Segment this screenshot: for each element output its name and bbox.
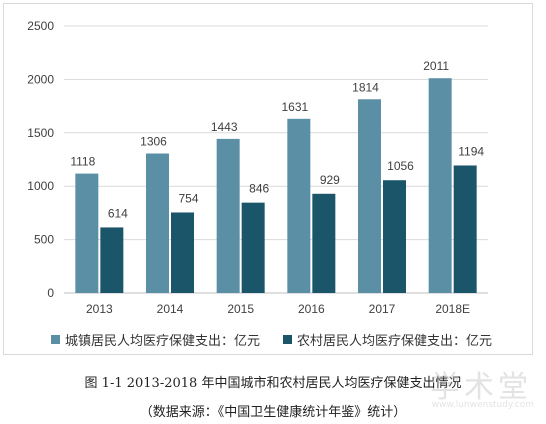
legend-label-urban: 城镇居民人均医疗保健支出：亿元 bbox=[65, 334, 261, 349]
bar-rural-2016 bbox=[312, 193, 336, 293]
data-label-urban-2013: 1118 bbox=[70, 155, 95, 169]
data-label-rural-2017: 1056 bbox=[387, 159, 414, 173]
bar-urban-2014 bbox=[146, 153, 169, 293]
bar-urban-2016 bbox=[287, 118, 311, 293]
y-tick-label-500: 500 bbox=[34, 233, 54, 247]
data-label-urban-2014: 1306 bbox=[140, 135, 167, 149]
legend-swatch-urban bbox=[51, 335, 60, 344]
x-tick-label-2015: 2015 bbox=[227, 302, 254, 316]
bar-rural-2017 bbox=[383, 180, 406, 293]
y-tick-label-1000: 1000 bbox=[27, 179, 54, 193]
x-tick-label-2016: 2016 bbox=[298, 302, 325, 316]
bar-rural-2018E bbox=[453, 165, 477, 293]
x-tick-label-2017: 2017 bbox=[369, 302, 396, 316]
y-tick-label-2500: 2500 bbox=[27, 19, 54, 33]
data-label-rural-2016: 929 bbox=[320, 173, 340, 187]
bar-urban-2015 bbox=[216, 138, 240, 293]
x-tick-label-2013: 2013 bbox=[86, 302, 113, 316]
data-label-urban-2015: 1443 bbox=[211, 120, 238, 134]
chart-frame: 0 500 1000 1500 2000 2500 1118 614 2013 1306 754 20… bbox=[3, 3, 533, 355]
bar-chart: 0 500 1000 1500 2000 2500 1118 614 2013 1306 754 20… bbox=[27, 19, 488, 316]
data-label-urban-2016: 1631 bbox=[281, 100, 308, 114]
data-label-urban-2018E: 2011 bbox=[423, 59, 449, 73]
data-label-rural-2013: 614 bbox=[108, 206, 128, 220]
y-tick-label-2000: 2000 bbox=[27, 72, 54, 86]
data-label-rural-2018E: 1194 bbox=[458, 144, 484, 158]
figure-caption: 图 1-1 2013-2018 年中国城市和农村居民人均医疗保健支出情况 bbox=[84, 376, 462, 391]
legend-item-urban: 城镇居民人均医疗保健支出：亿元 bbox=[51, 330, 260, 349]
bar-rural-2014 bbox=[171, 212, 194, 293]
legend-label-rural: 农村居民人均医疗保健支出：亿元 bbox=[297, 334, 493, 349]
legend-item-rural: 农村居民人均医疗保健支出：亿元 bbox=[283, 330, 492, 349]
x-tick-label-2014: 2014 bbox=[157, 302, 184, 316]
bar-rural-2015 bbox=[241, 202, 265, 293]
bar-urban-2017 bbox=[358, 99, 381, 293]
bar-rural-2013 bbox=[100, 227, 124, 293]
data-label-urban-2017: 1814 bbox=[352, 80, 379, 94]
bar-urban-2018E bbox=[428, 78, 452, 294]
bar-urban-2013 bbox=[75, 173, 99, 293]
y-tick-label-0: 0 bbox=[47, 286, 54, 300]
data-label-rural-2014: 754 bbox=[178, 191, 198, 205]
y-tick-label-1500: 1500 bbox=[27, 126, 54, 140]
chart-legend: 城镇居民人均医疗保健支出：亿元 农村居民人均医疗保健支出：亿元 bbox=[51, 330, 521, 350]
figure-source-note: （数据来源：《中国卫生健康统计年鉴》统计） bbox=[139, 405, 407, 420]
legend-swatch-rural bbox=[283, 335, 292, 344]
x-tick-label-2018E: 2018E bbox=[435, 302, 470, 316]
data-label-rural-2015: 846 bbox=[249, 182, 269, 196]
